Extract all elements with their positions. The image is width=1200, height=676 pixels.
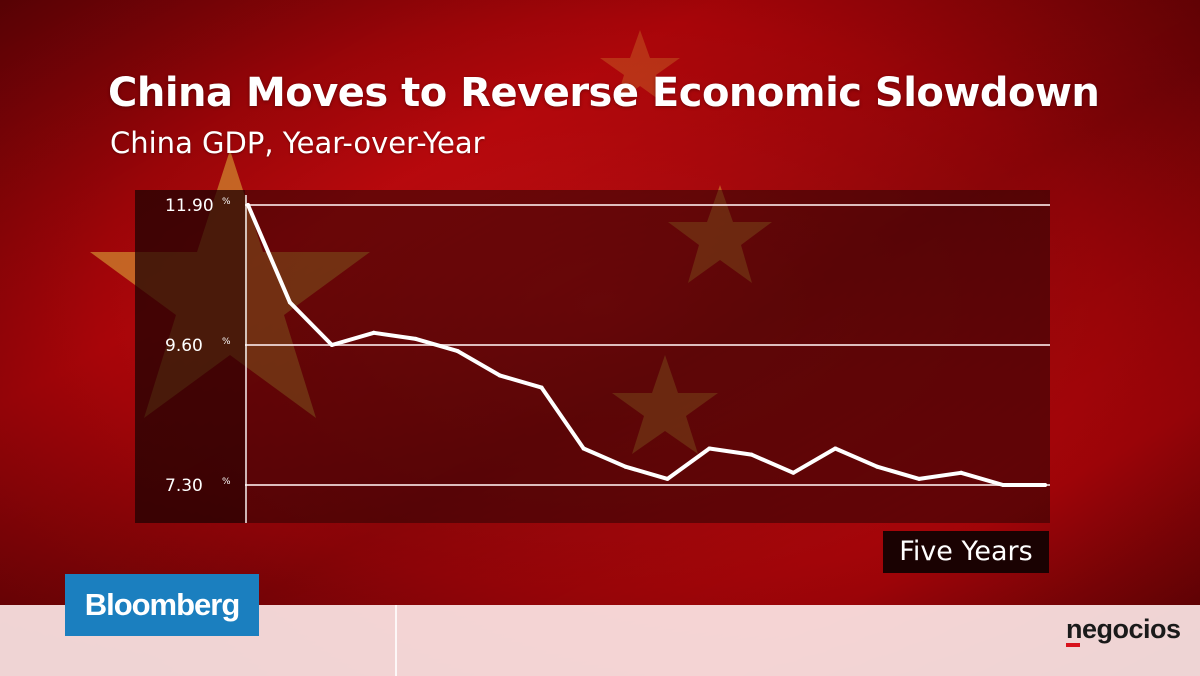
- y-axis-panel: [135, 190, 245, 523]
- data-point: [749, 452, 754, 457]
- data-point: [329, 343, 334, 347]
- data-point: [875, 464, 880, 469]
- chart-title: China Moves to Reverse Economic Slowdown: [108, 70, 1100, 116]
- data-point: [246, 203, 250, 207]
- negocios-logo: negocios: [1066, 614, 1181, 644]
- chart-subtitle: China GDP, Year-over-Year: [110, 126, 485, 160]
- data-point: [287, 300, 292, 305]
- bar-divider: [395, 605, 397, 676]
- plot-area: [135, 190, 1050, 523]
- y-tick-label: 7.30: [165, 476, 203, 496]
- data-point: [791, 470, 796, 475]
- y-tick-unit: %: [222, 337, 231, 347]
- data-point: [497, 373, 502, 378]
- data-point: [917, 476, 922, 481]
- negocios-logo-mark: [1066, 643, 1080, 647]
- y-tick-label: 11.90: [165, 196, 214, 216]
- y-tick-label: 9.60: [165, 336, 203, 356]
- data-point: [623, 464, 628, 469]
- data-point: [665, 476, 670, 481]
- data-point: [707, 446, 712, 451]
- data-point: [1001, 483, 1006, 487]
- data-point: [455, 349, 460, 354]
- bloomberg-logo: Bloomberg: [65, 574, 259, 636]
- data-point: [1043, 483, 1047, 487]
- data-point: [539, 385, 544, 390]
- data-point: [413, 336, 418, 341]
- y-tick-unit: %: [222, 477, 231, 487]
- data-point: [833, 446, 838, 451]
- data-point: [371, 330, 376, 335]
- y-tick-unit: %: [222, 197, 231, 207]
- data-point: [581, 446, 586, 451]
- gdp-series-line: [246, 203, 1047, 487]
- flag-star-small: [600, 30, 680, 104]
- data-point: [959, 470, 964, 475]
- period-label: Five Years: [883, 531, 1049, 573]
